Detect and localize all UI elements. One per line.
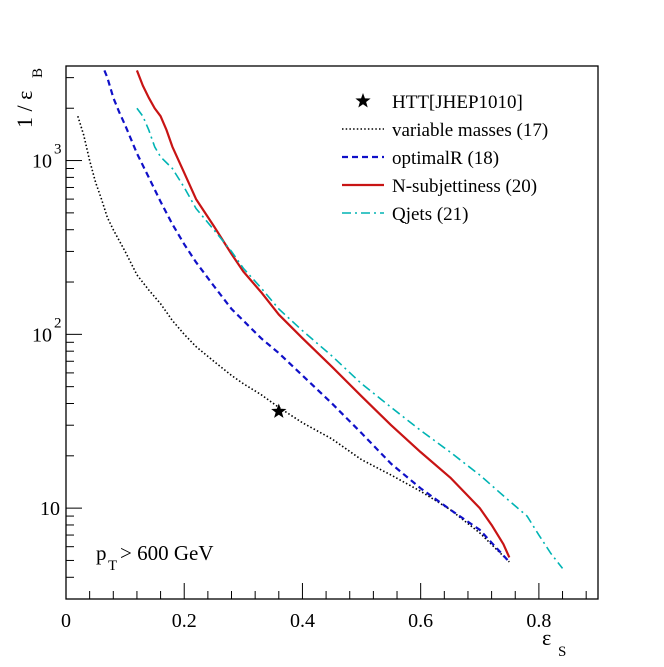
y-tick-label: 10 xyxy=(32,324,52,346)
curve-qjets-21 xyxy=(136,107,564,569)
curves-layer xyxy=(77,70,564,569)
legend-entry-label: N-subjettiness (20) xyxy=(392,176,537,197)
x-axis-title: ε xyxy=(542,625,551,650)
x-tick-label: 0.6 xyxy=(408,610,433,632)
pt-annotation-text: > 600 GeV xyxy=(120,541,214,565)
legend-entry-label: variable masses (17) xyxy=(392,120,548,141)
pt-annotation: pT > 600 GeV xyxy=(96,541,214,574)
legend-entry-label: Qjets (21) xyxy=(392,204,469,225)
x-tick-label: 0 xyxy=(61,610,71,632)
y-axis-title: 1 / ε xyxy=(12,91,37,128)
pt-annotation-sub: T xyxy=(108,558,117,574)
x-tick-label: 0.8 xyxy=(526,610,551,632)
legend-star-marker xyxy=(355,93,371,108)
curve-n-subjettiness-20 xyxy=(135,70,511,558)
x-axis-title-sub: S xyxy=(558,644,566,660)
y-axis-title-sub: B xyxy=(30,68,46,78)
x-tick-label: 0.4 xyxy=(290,610,315,632)
curve-variable-masses-17 xyxy=(77,115,510,563)
curve-optimalr-18 xyxy=(103,70,511,563)
y-tick-exponent: 3 xyxy=(54,142,62,158)
plot-frame xyxy=(65,65,599,600)
legend-entry-label: optimalR (18) xyxy=(392,148,499,169)
legend-entry-label: HTT[JHEP1010] xyxy=(392,92,523,113)
htt-star-marker xyxy=(271,403,287,418)
y-tick-label: 10 xyxy=(40,498,60,520)
axes-layer xyxy=(65,77,587,600)
legend: HTT[JHEP1010] variable masses (17) optimal… xyxy=(342,92,548,225)
y-axis-title-group: 1 / ε B xyxy=(12,68,46,128)
pt-annotation-p: p xyxy=(96,541,107,565)
x-tick-label: 0.2 xyxy=(172,610,197,632)
y-tick-exponent: 2 xyxy=(54,315,62,331)
y-tick-label: 10 xyxy=(32,151,52,173)
